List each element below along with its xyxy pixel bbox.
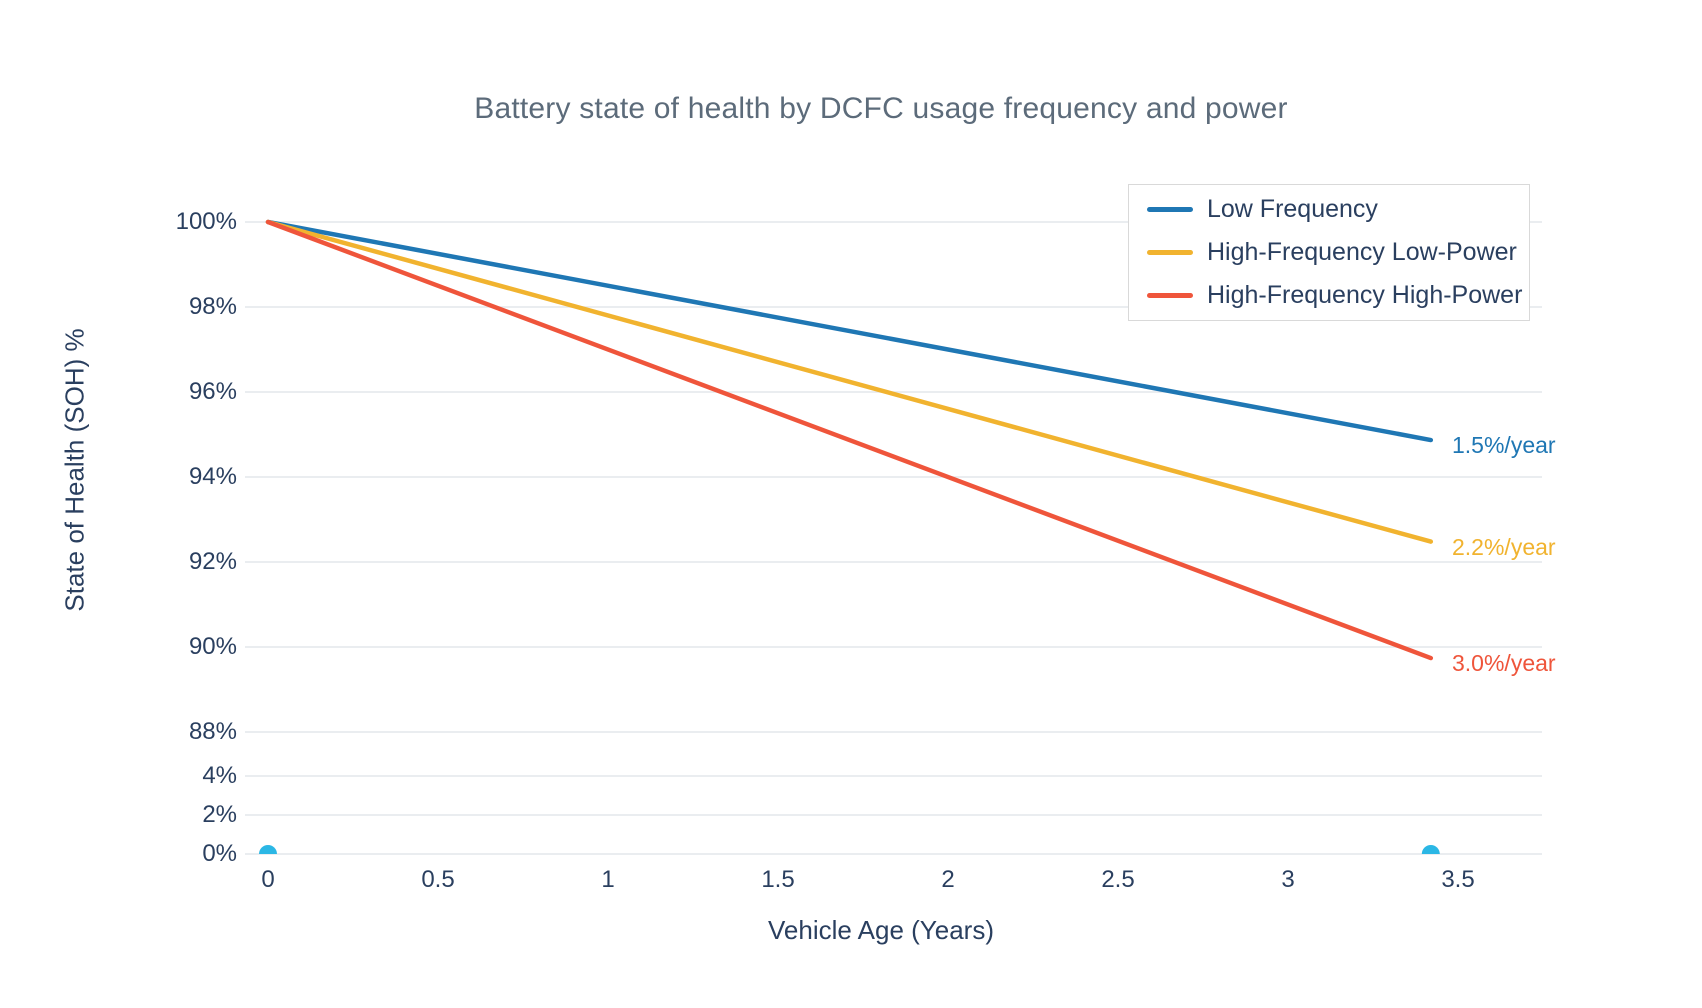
y-tick-label-4: 4% [202, 762, 237, 789]
x-tick-label-1-5: 1.5 [761, 866, 795, 893]
x-tick-label-3: 3 [1281, 866, 1295, 893]
y-tick-label-90: 90% [188, 633, 237, 660]
series-line-low-frequency [265, 219, 1434, 443]
y-tick-label-0: 0% [202, 840, 237, 867]
legend-swatch-high-frequency-low-power [1147, 250, 1193, 255]
x-tick-label-0-5: 0.5 [421, 866, 455, 893]
y-tick-label-96: 96% [188, 378, 237, 405]
annotation-high-frequency-low-power: 2.2%/year [1452, 533, 1556, 560]
annotation-high-frequency-high-power: 3.0%/year [1452, 650, 1556, 677]
y-tick-label-92: 92% [188, 548, 237, 575]
legend-item-high-frequency-high-power[interactable]: High-Frequency High-Power [1129, 277, 1529, 315]
marker-point [259, 845, 277, 854]
series-line-high-frequency-low-power [265, 219, 1434, 544]
series-line-high-frequency-high-power [265, 219, 1434, 661]
marker-series [259, 845, 1440, 854]
legend-swatch-high-frequency-high-power [1147, 293, 1193, 299]
legend-item-label: Low Frequency [1207, 194, 1378, 223]
y-tick-label-94: 94% [188, 463, 237, 490]
x-tick-label-3-5: 3.5 [1441, 866, 1475, 893]
y-axis-title: State of Health (SOH) % [59, 328, 90, 612]
x-tick-label-2: 2 [941, 866, 955, 893]
y-tick-label-98: 98% [188, 293, 237, 320]
legend-item-label: High-Frequency High-Power [1207, 281, 1523, 310]
marker-point [1421, 845, 1440, 854]
x-tick-label-1: 1 [601, 866, 615, 893]
y-tick-label-100: 100% [175, 208, 237, 235]
legend-item-low-frequency[interactable]: Low Frequency [1129, 190, 1529, 228]
x-axis-title: Vehicle Age (Years) [768, 915, 994, 945]
legend-item-high-frequency-low-power[interactable]: High-Frequency Low-Power [1129, 234, 1529, 272]
chart-title: Battery state of health by DCFC usage fr… [474, 92, 1288, 125]
y-tick-label-2: 2% [202, 801, 237, 828]
annotation-low-frequency: 1.5%/year [1452, 432, 1556, 459]
legend: Low Frequency High-Frequency Low-Power Hig… [1128, 184, 1530, 321]
legend-swatch-low-frequency [1147, 206, 1193, 212]
legend-item-label: High-Frequency Low-Power [1207, 238, 1517, 266]
y-tick-label-88: 88% [188, 718, 237, 745]
x-tick-label-2-5: 2.5 [1101, 866, 1135, 893]
x-tick-label-0: 0 [261, 866, 275, 893]
